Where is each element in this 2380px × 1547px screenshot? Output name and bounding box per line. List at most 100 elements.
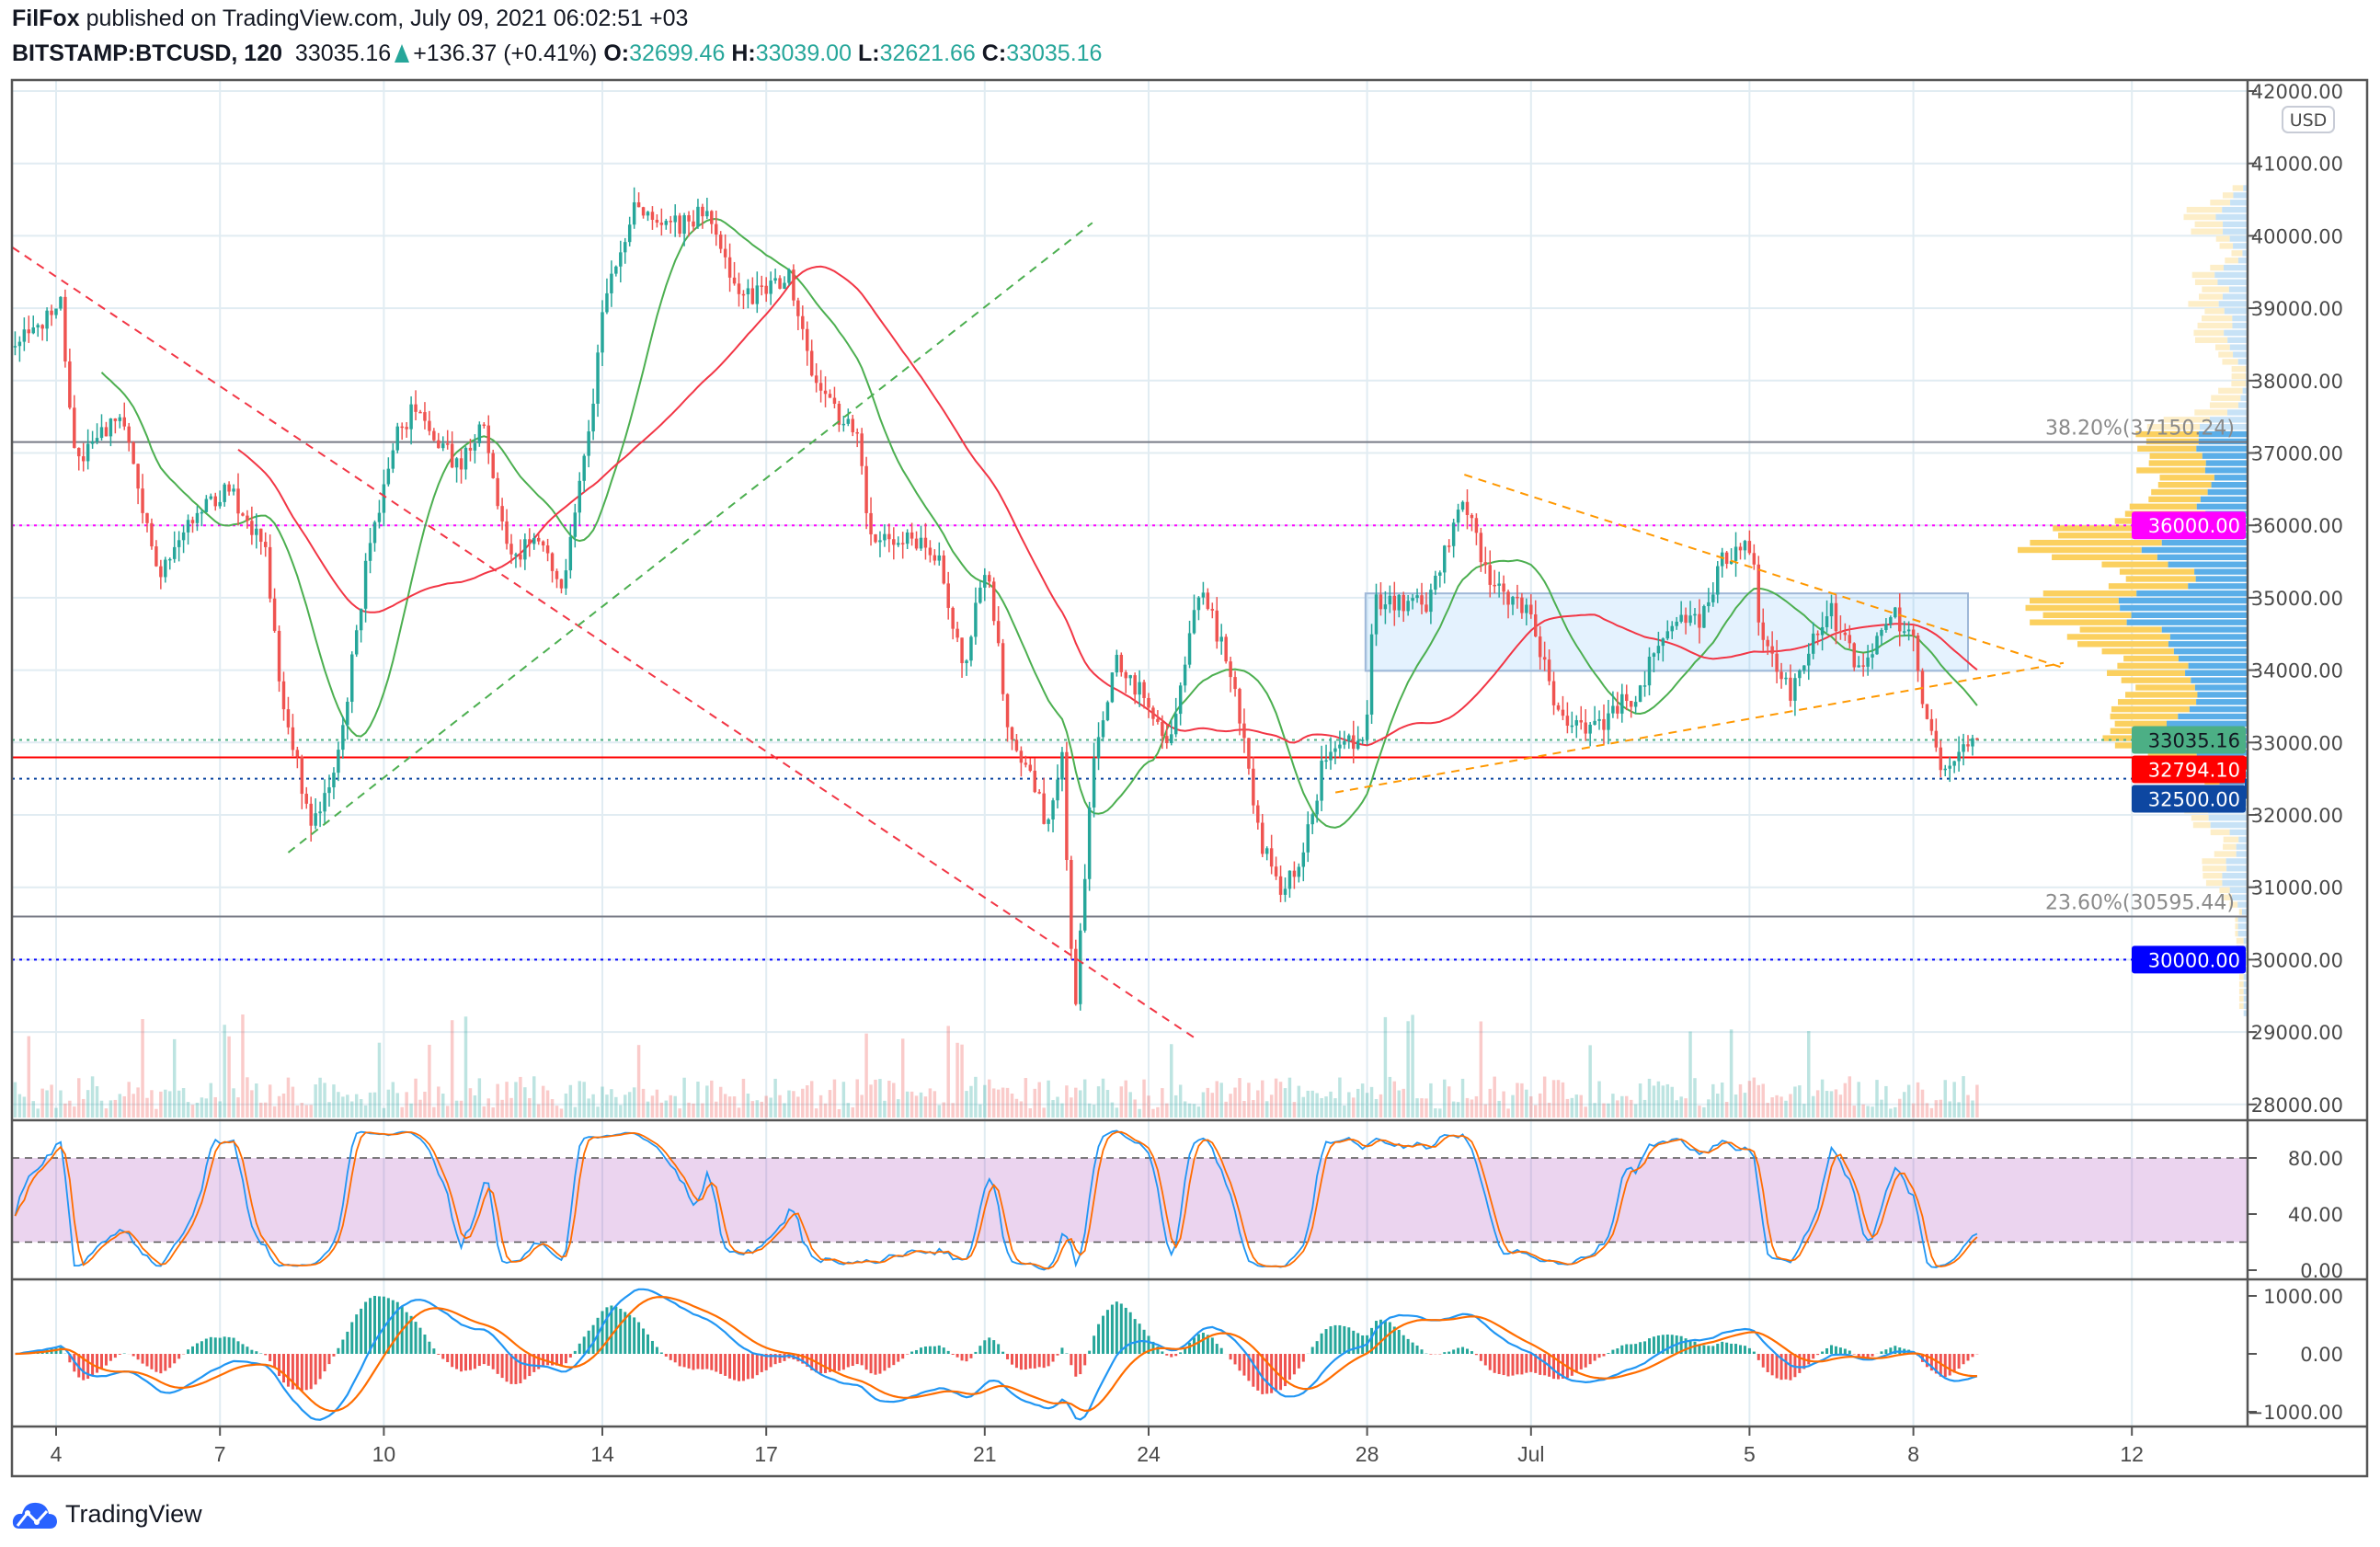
volume-profile-down-bar	[2223, 843, 2237, 850]
volume-profile-up-bar	[2243, 937, 2248, 945]
price-tag	[2132, 785, 2246, 813]
candle	[1916, 635, 1920, 671]
macd-histogram-bar	[892, 1354, 896, 1366]
macd-histogram-bar	[500, 1354, 504, 1379]
macd-histogram-bar	[1620, 1345, 1624, 1354]
volume-bar	[509, 1097, 513, 1117]
macd-histogram-bar	[491, 1354, 495, 1369]
candle	[1766, 639, 1769, 647]
volume-profile-up-bar	[2178, 713, 2248, 720]
candle	[122, 417, 126, 427]
volume-profile-down-bar	[2219, 887, 2230, 894]
volume-profile-down-bar	[2151, 488, 2208, 496]
volume-profile-up-bar	[2240, 395, 2248, 401]
macd-histogram-bar	[760, 1354, 763, 1372]
volume-bar	[418, 1099, 422, 1117]
volume-bar	[687, 1102, 691, 1117]
volume-bar	[1902, 1092, 1906, 1117]
candle	[1880, 629, 1883, 636]
macd-histogram-bar	[405, 1312, 408, 1354]
macd-histogram-bar	[555, 1354, 558, 1366]
macd-histogram-bar	[624, 1312, 627, 1354]
candle	[227, 484, 231, 492]
macd-histogram-bar	[1834, 1346, 1837, 1354]
volume-bar	[327, 1102, 331, 1117]
volume-bar	[564, 1093, 568, 1117]
macd-histogram-bar	[304, 1354, 308, 1391]
candle	[50, 310, 53, 315]
candle	[988, 575, 991, 582]
candle	[40, 325, 44, 329]
macd-histogram-bar	[1065, 1353, 1069, 1354]
macd-histogram-bar	[887, 1354, 891, 1369]
volume-profile-up-bar	[2222, 293, 2248, 300]
volume-profile-down-bar	[2058, 533, 2169, 539]
time-axis-label: 5	[1744, 1442, 1756, 1466]
currency-button[interactable]: USD	[2282, 106, 2335, 133]
volume-bar	[1074, 1087, 1078, 1117]
volume-bar	[281, 1093, 286, 1117]
volume-bar	[568, 1084, 573, 1117]
candle	[1105, 702, 1110, 721]
macd-histogram-bar	[423, 1335, 427, 1354]
tradingview-logo[interactable]: TradingView	[12, 1497, 202, 1530]
macd-histogram-bar	[269, 1354, 272, 1361]
macd-histogram-bar	[213, 1337, 217, 1354]
macd-histogram-bar	[187, 1349, 190, 1354]
candle	[783, 282, 786, 289]
candle	[773, 278, 777, 281]
price-axis-label: 31000.00	[2251, 877, 2343, 900]
volume-bar	[1474, 1095, 1479, 1117]
volume-bar	[1516, 1083, 1519, 1117]
macd-histogram-bar	[1011, 1354, 1013, 1365]
volume-bar	[1324, 1096, 1328, 1117]
macd-histogram-bar	[810, 1354, 814, 1370]
macd-histogram-bar	[965, 1354, 968, 1362]
volume-bar	[705, 1085, 709, 1117]
macd-histogram-bar	[395, 1301, 399, 1354]
volume-profile-down-bar	[2125, 692, 2198, 698]
volume-bar	[1065, 1085, 1069, 1117]
volume-bar	[1729, 1029, 1734, 1117]
macd-histogram-bar	[1093, 1335, 1096, 1354]
fibonacci-label: 23.60%(30595.44)	[2045, 892, 2235, 915]
volume-bar	[59, 1090, 63, 1117]
volume-bar	[1056, 1096, 1059, 1117]
volume-bar	[678, 1108, 681, 1117]
volume-bar	[1584, 1106, 1587, 1117]
author-name[interactable]: FilFox	[12, 6, 80, 31]
volume-bar	[942, 1102, 945, 1117]
macd-histogram-bar	[1802, 1354, 1806, 1369]
volume-bar	[1133, 1099, 1137, 1117]
stochastic-k-line	[14, 1129, 1978, 1271]
candle	[1219, 636, 1223, 642]
candle	[646, 212, 650, 216]
volume-profile-down-bar	[2238, 981, 2244, 988]
volume-profile-down-bar	[2210, 200, 2231, 206]
volume-profile-up-bar	[2226, 409, 2248, 416]
macd-histogram-bar	[332, 1354, 336, 1357]
candle	[405, 427, 408, 430]
macd-histogram-bar	[1292, 1354, 1296, 1375]
candle	[732, 277, 737, 284]
volume-bar	[1670, 1086, 1674, 1117]
macd-histogram-bar	[1766, 1354, 1769, 1372]
volume-profile-up-bar	[2243, 981, 2248, 988]
volume-bar	[892, 1083, 896, 1117]
volume-bar	[1820, 1079, 1825, 1117]
candle	[1178, 685, 1183, 715]
volume-profile-down-bar	[2202, 286, 2229, 292]
volume-profile-up-bar	[2173, 647, 2248, 655]
candle	[150, 522, 154, 547]
candle	[181, 532, 186, 541]
volume-profile-up-bar	[2243, 185, 2248, 191]
macd-histogram-bar	[1574, 1354, 1578, 1373]
macd-histogram-bar	[1948, 1354, 1951, 1376]
candle	[223, 484, 226, 502]
candle	[486, 425, 490, 453]
volume-bar	[1852, 1106, 1856, 1117]
candle	[1843, 632, 1848, 636]
volume-bar	[1320, 1097, 1323, 1117]
candle	[1051, 800, 1055, 819]
